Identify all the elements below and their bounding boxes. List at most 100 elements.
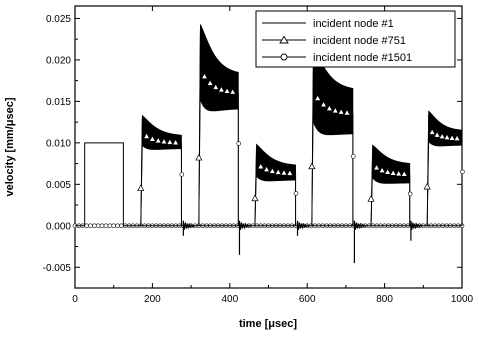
series-node-1501-marker <box>350 154 356 159</box>
legend: incident node #1 incident node #751 inci… <box>255 10 456 68</box>
series-node-751-pulse <box>426 110 463 226</box>
series-node-751-ringing <box>297 220 310 230</box>
series-node-751-marker <box>257 162 265 170</box>
series-node-751-marker <box>268 167 276 174</box>
series-node-751-pulse <box>311 46 354 226</box>
series-group <box>72 24 465 264</box>
series-node-751-marker <box>286 169 294 176</box>
series-node-1501-marker <box>103 223 109 229</box>
series-node-1501-marker <box>179 172 185 177</box>
series-node-1501-marker <box>115 223 120 229</box>
y-tick-label: 0.005 <box>46 180 71 191</box>
series-node-751-marker <box>223 87 231 94</box>
series-node-751-marker <box>337 108 345 115</box>
series-node-751-marker <box>428 128 436 135</box>
series-node-1501-marker <box>84 223 89 229</box>
series-node-751-marker <box>378 166 386 174</box>
y-tick-label: 0.025 <box>46 14 71 25</box>
y-axis-title: velocity [mm/μsec] <box>4 97 16 196</box>
series-node-751-rise <box>254 146 258 226</box>
series-node-1501-marker <box>119 223 124 229</box>
legend-label-node-1501: incident node #1501 <box>313 52 412 64</box>
y-tick-label: 0.015 <box>46 97 71 108</box>
series-node-751-marker <box>331 106 339 114</box>
x-tick-label: 200 <box>144 294 161 305</box>
series-node-751-ringing <box>410 220 423 230</box>
series-node-751-pulse <box>198 24 239 226</box>
series-node-751-marker <box>372 163 381 171</box>
series-node-751-marker <box>160 137 168 145</box>
series-node-751-marker <box>251 194 259 202</box>
series-node-751-rise <box>370 148 374 226</box>
series-node-751-marker <box>400 170 408 177</box>
series-node-1501-marker <box>92 223 97 229</box>
x-tick-label: 1000 <box>451 294 474 305</box>
series-node-751-marker <box>143 132 151 139</box>
x-tick-label: 400 <box>221 294 238 305</box>
x-tick-label: 800 <box>376 294 393 305</box>
series-node-1501-marker <box>111 223 116 229</box>
series-node-751-marker <box>438 132 446 140</box>
series-node-751-marker <box>389 169 397 176</box>
x-tick-label: 600 <box>299 294 316 305</box>
x-tick-label: 0 <box>72 294 78 305</box>
series-node-1501-marker <box>407 191 413 197</box>
series-node-751-marker <box>229 88 237 95</box>
series-node-751-marker <box>433 130 441 138</box>
series-node-1501-marker <box>99 223 105 229</box>
y-tick-label: 0.020 <box>46 55 71 66</box>
series-node-751-marker <box>443 133 451 141</box>
series-node-751-marker <box>274 168 282 175</box>
series-node-751-marker <box>148 135 156 142</box>
series-node-751-marker <box>453 134 461 142</box>
series-node-751-pulse <box>370 144 411 226</box>
series-node-751-marker <box>262 165 271 173</box>
y-tick-label: -0.005 <box>43 263 72 274</box>
series-node-751-rise <box>426 113 430 226</box>
series-node-751-marker <box>395 169 403 177</box>
series-node-751-marker <box>343 108 351 116</box>
series-node-751-marker <box>195 153 203 161</box>
series-node-751-marker <box>280 168 288 176</box>
series-node-751-marker <box>423 182 431 190</box>
series-node-751-ringing <box>182 220 196 230</box>
series-node-751-marker <box>137 184 145 191</box>
series-node-751-ringing <box>353 220 367 230</box>
series-node-751-marker <box>319 100 328 108</box>
series-node-1501-marker <box>236 141 242 146</box>
series-node-1501-marker <box>460 169 465 175</box>
series-node-751-rise <box>198 30 201 226</box>
series-node-751-marker <box>314 94 322 101</box>
series-node-751-ringing <box>238 220 252 230</box>
series-node-751-marker <box>206 79 214 86</box>
tick-group: 0 200 400 600 800 1000 -0.005 0.000 0.005 0.010 0.… <box>43 6 474 305</box>
series-node-751-rise <box>140 117 143 226</box>
series-node-751-marker <box>367 195 375 202</box>
legend-marker-circle <box>280 53 288 61</box>
series-node-751-marker <box>448 134 456 141</box>
y-tick-label: 0.010 <box>46 138 71 149</box>
series-node-751-marker <box>172 138 180 146</box>
series-node-751-marker <box>154 136 162 144</box>
series-node-751-pulse <box>140 114 182 226</box>
series-node-1-line <box>75 142 462 227</box>
series-node-751-marker <box>384 168 392 175</box>
y-tick-label: 0.000 <box>46 221 71 232</box>
series-node-751-marker <box>166 138 174 145</box>
series-node-1501-marker <box>293 191 299 196</box>
series-node-751-marker <box>325 104 334 112</box>
series-node-751-marker <box>200 72 209 80</box>
series-node-1501-marker <box>107 223 113 229</box>
legend-box <box>255 10 456 68</box>
series-node-751-rise <box>311 55 314 226</box>
series-node-751-marker <box>217 85 225 93</box>
legend-marker-triangle <box>279 35 289 44</box>
legend-label-node-1: incident node #1 <box>313 18 394 30</box>
series-node-751-pulse <box>254 143 296 226</box>
x-axis-title: time [μsec] <box>239 318 297 330</box>
legend-label-node-751: incident node #751 <box>313 35 406 47</box>
series-node-751-marker <box>308 162 316 170</box>
series-node-1501-marker <box>95 223 101 229</box>
series-node-1501-marker <box>88 223 93 229</box>
